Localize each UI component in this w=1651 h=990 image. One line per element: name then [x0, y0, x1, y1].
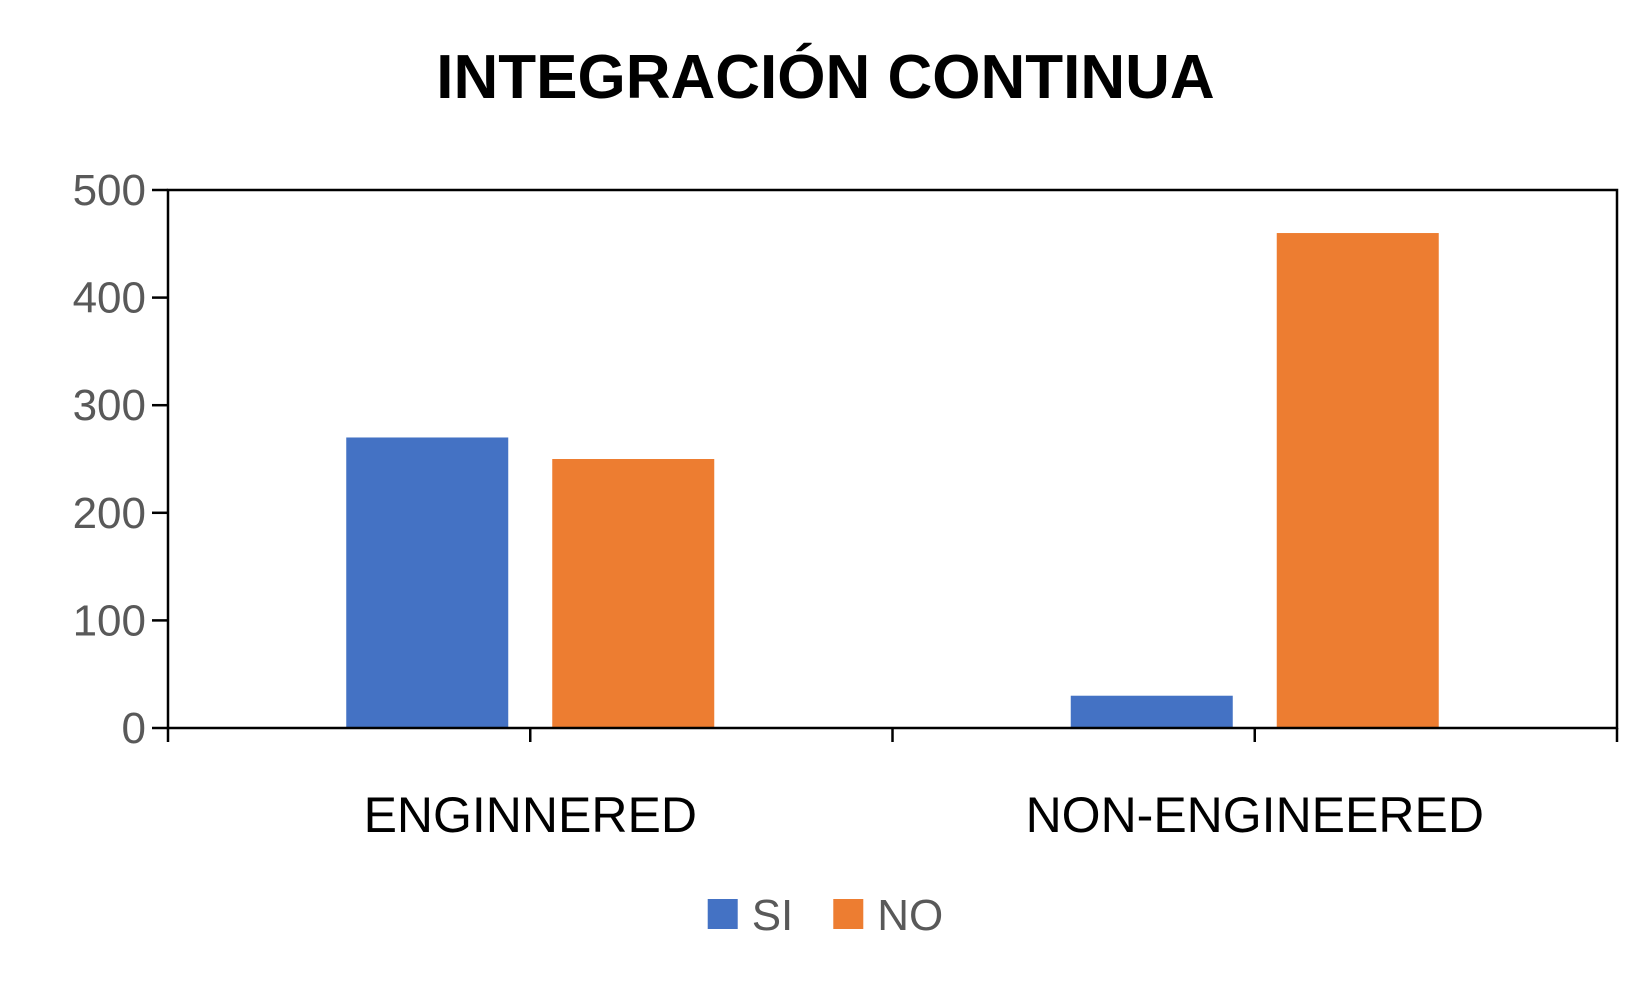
y-tick-label: 0	[122, 704, 146, 753]
x-category-label: ENGINNERED	[364, 787, 697, 843]
legend: SI NO	[707, 891, 943, 940]
y-tick-label: 500	[73, 166, 146, 215]
y-tick-label: 200	[73, 489, 146, 538]
legend-swatch-no	[833, 899, 864, 929]
legend-label: SI	[752, 891, 794, 940]
legend-swatch-si	[707, 899, 738, 929]
y-tick-label: 400	[73, 274, 146, 323]
bar-si-1	[1070, 695, 1233, 728]
bar-no-1	[1276, 233, 1439, 729]
chart-title: INTEGRACIÓN CONTINUA	[436, 43, 1215, 112]
bar-no-0	[552, 459, 715, 728]
y-tick-label: 300	[73, 381, 146, 430]
labels-layer: 0 100 200 300 400 500 ENGINNERED NON-ENGINEERED	[73, 166, 1484, 843]
legend-label: NO	[877, 891, 943, 940]
bar-si-0	[346, 437, 509, 728]
x-category-label: NON-ENGINEERED	[1026, 787, 1484, 843]
y-tick-label: 100	[73, 596, 146, 645]
axes-layer	[152, 188, 1619, 742]
bars-layer	[346, 233, 1439, 729]
